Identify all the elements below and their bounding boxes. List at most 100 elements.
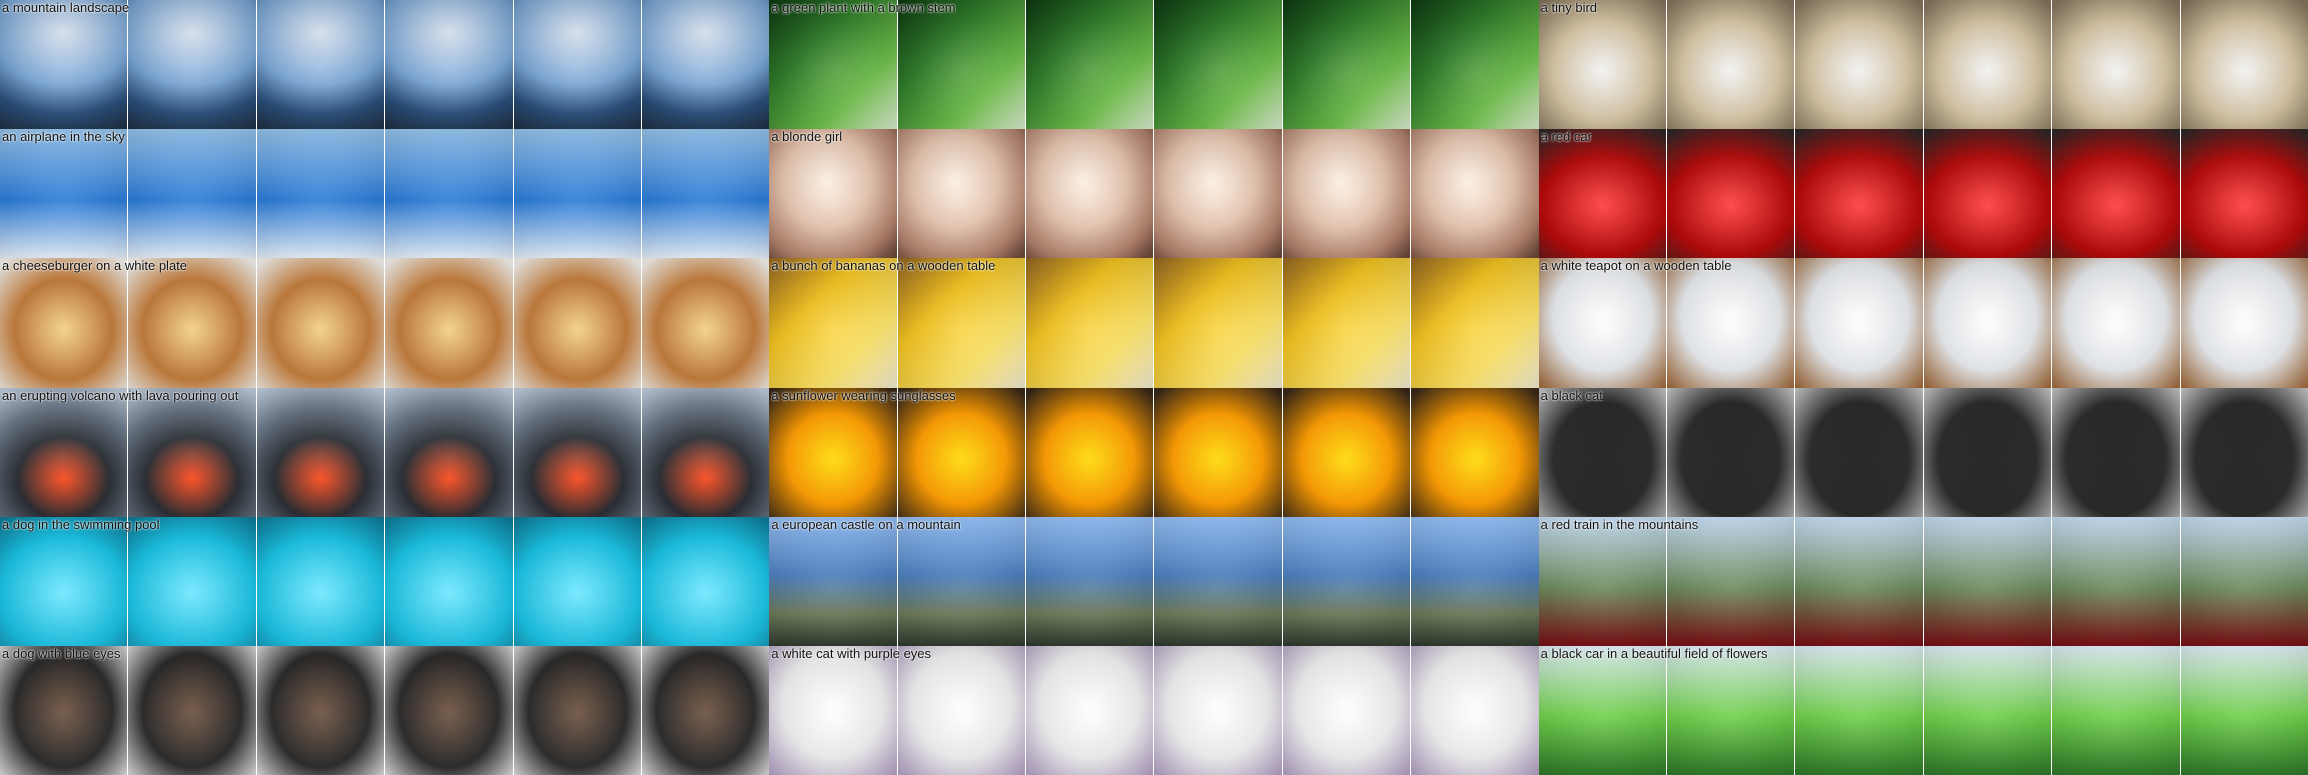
image-tile [1538, 645, 1667, 775]
caption: a green plant with a brown stem [771, 1, 956, 15]
caption: a red train in the mountains [1540, 517, 1699, 532]
image-tile [1282, 129, 1411, 259]
image-tile [1667, 258, 1795, 388]
image-tile [769, 645, 897, 775]
image-tile [128, 129, 256, 259]
image-tile [1026, 258, 1154, 388]
image-tile [2052, 645, 2180, 775]
image-tile [128, 0, 256, 130]
image-tile [128, 516, 256, 646]
image-tile [769, 387, 897, 517]
image-tile [256, 0, 385, 130]
image-tile [1411, 129, 1539, 259]
image-tile [1154, 0, 1282, 130]
image-tile [1923, 129, 2052, 259]
caption-group: a dog with blue eyes [0, 645, 770, 775]
image-tile [769, 0, 897, 130]
image-tile [1795, 387, 1923, 517]
image-tile [256, 645, 385, 775]
image-tile [769, 516, 897, 646]
image-tile [2180, 129, 2308, 259]
image-tile [2052, 387, 2180, 517]
image-tile [513, 129, 641, 259]
image-tile [1795, 258, 1923, 388]
caption: a tiny bird [1540, 1, 1598, 15]
caption: an erupting volcano with lava pouring ou… [2, 388, 239, 403]
image-tile [256, 516, 385, 646]
image-tile [641, 645, 770, 775]
image-tile [641, 129, 770, 259]
image-tile [1795, 645, 1923, 775]
image-tile [1411, 516, 1539, 646]
image-tile [769, 129, 897, 259]
image-tile [897, 387, 1026, 517]
image-tile [1154, 387, 1282, 517]
image-tile [1923, 387, 2052, 517]
caption-group: an airplane in the sky [0, 129, 770, 259]
caption: a sunflower wearing sunglasses [771, 388, 956, 403]
image-tile [513, 645, 641, 775]
image-tile [0, 129, 128, 259]
caption-group: a bunch of bananas on a wooden table [769, 258, 1539, 388]
image-tile [1026, 129, 1154, 259]
image-tile [128, 258, 256, 388]
image-tile [897, 645, 1026, 775]
image-tile [1282, 0, 1411, 130]
image-tile [1411, 258, 1539, 388]
caption-group: an erupting volcano with lava pouring ou… [0, 387, 770, 517]
image-tile [0, 387, 128, 517]
image-tile [0, 645, 128, 775]
caption: a european castle on a mountain [771, 517, 961, 532]
image-tile [1923, 516, 2052, 646]
image-tile [1923, 645, 2052, 775]
image-tile [1026, 516, 1154, 646]
caption: a black cat [1540, 388, 1603, 403]
image-tile [1667, 645, 1795, 775]
image-tile [1538, 0, 1667, 130]
image-tile [513, 387, 641, 517]
image-tile [897, 129, 1026, 259]
caption: an airplane in the sky [2, 130, 125, 145]
caption: a dog with blue eyes [2, 646, 121, 661]
image-tile [1411, 645, 1539, 775]
image-tile [1282, 516, 1411, 646]
image-tile [513, 258, 641, 388]
image-tile [2180, 258, 2308, 388]
image-tile [385, 387, 513, 517]
image-tile [2180, 387, 2308, 517]
image-tile [1923, 258, 2052, 388]
image-tile [1154, 129, 1282, 259]
image-tile [1538, 258, 1667, 388]
image-tile [1667, 129, 1795, 259]
image-tile [1411, 387, 1539, 517]
image-tile [1538, 387, 1667, 517]
caption: a mountain landscape [2, 1, 130, 15]
image-tile [128, 645, 256, 775]
caption: a white cat with purple eyes [771, 646, 932, 661]
caption-group: a green plant with a brown stem [769, 0, 1539, 130]
caption-group: a blonde girl [769, 129, 1539, 259]
image-tile [256, 387, 385, 517]
image-tile [1667, 0, 1795, 130]
image-tile [256, 258, 385, 388]
image-tile [2052, 516, 2180, 646]
caption-group: a red car [1538, 129, 2308, 259]
image-tile [1795, 0, 1923, 130]
caption-group: a european castle on a mountain [769, 516, 1539, 646]
caption: a white teapot on a wooden table [1540, 259, 1732, 274]
image-tile [0, 258, 128, 388]
image-tile [385, 258, 513, 388]
image-tile [385, 0, 513, 130]
image-tile [1667, 387, 1795, 517]
image-tile [1795, 129, 1923, 259]
image-tile [1538, 516, 1667, 646]
image-tile [641, 516, 770, 646]
caption: a black car in a beautiful field of flow… [1540, 646, 1768, 661]
caption-group: a black cat [1538, 387, 2308, 517]
caption-group: a white teapot on a wooden table [1538, 258, 2308, 388]
image-tile [1538, 129, 1667, 259]
image-tile [0, 0, 128, 130]
caption-group: a white cat with purple eyes [769, 645, 1539, 775]
caption-group: a dog in the swimming pool [0, 516, 770, 646]
image-tile [2180, 0, 2308, 130]
